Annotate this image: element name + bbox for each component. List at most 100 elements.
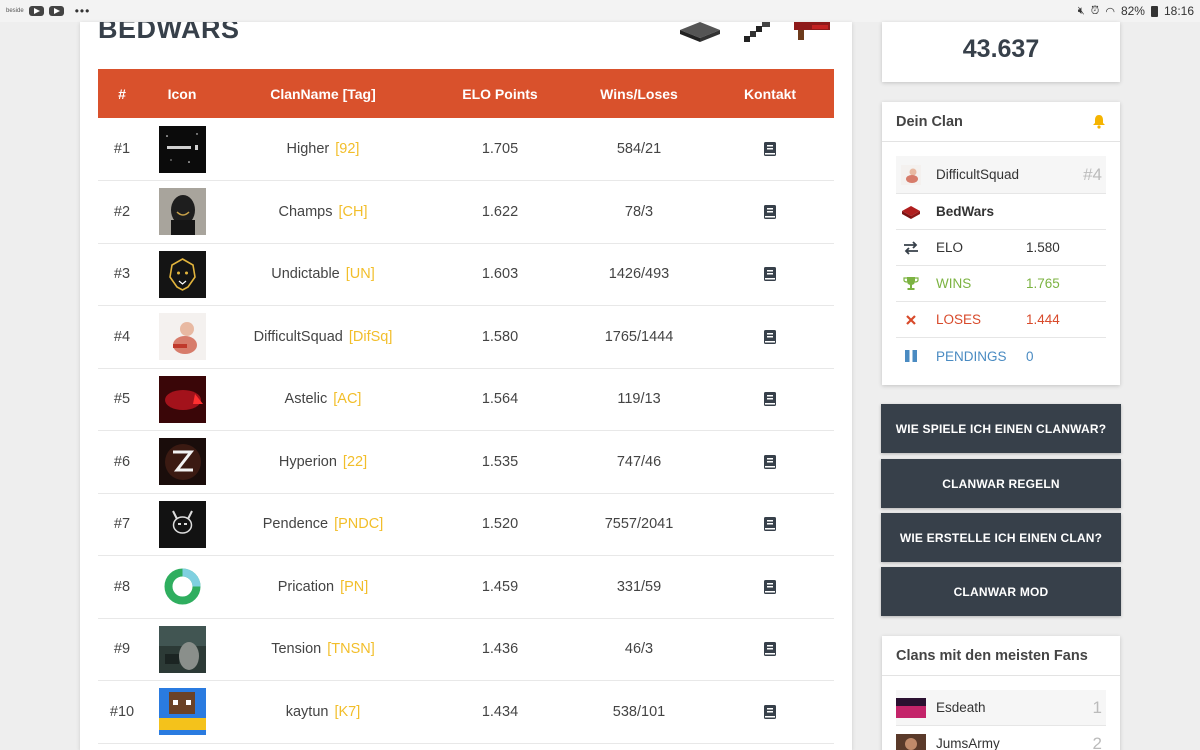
rank-cell: #4 <box>98 305 146 369</box>
stat-value: 0 <box>1026 348 1034 364</box>
clock: 18:16 <box>1163 4 1194 18</box>
col-wins-loses: Wins/Loses <box>600 85 678 102</box>
clan-name[interactable]: Undictable <box>271 266 340 283</box>
wins-loses-cell: 331/59 <box>572 555 706 619</box>
clan-name[interactable]: kaytun <box>285 703 329 720</box>
icon-cell <box>146 243 218 306</box>
stat-value: 1.444 <box>1026 312 1060 327</box>
my-clan-rank: #4 <box>1083 164 1102 184</box>
how-to-play-clanwar-button[interactable]: WIE SPIELE ICH EINEN CLANWAR? <box>881 404 1121 453</box>
elo-cell: 1.580 <box>428 305 572 369</box>
rank-cell: #7 <box>98 493 146 556</box>
book-icon[interactable] <box>763 267 777 282</box>
book-icon[interactable] <box>763 204 777 219</box>
my-clan-name[interactable]: DifficultSquad <box>936 167 1020 182</box>
how-to-create-clan-button[interactable]: WIE ERSTELLE ICH EINEN CLAN? <box>881 513 1121 562</box>
clan-name[interactable]: Higher <box>286 141 330 157</box>
col-icon: Icon <box>167 85 197 102</box>
contact-cell[interactable] <box>706 368 834 431</box>
contact-cell[interactable] <box>706 243 834 306</box>
alarm-icon: ⏰︎ <box>1090 4 1100 17</box>
wins-loses-cell: 747/46 <box>572 430 706 494</box>
my-clan-name-row[interactable]: DifficultSquad #4 <box>896 156 1106 194</box>
contact-cell[interactable] <box>706 305 834 369</box>
clan-name[interactable]: Tension <box>271 641 322 658</box>
book-icon[interactable] <box>763 517 777 532</box>
swap-arrows-icon <box>904 240 918 255</box>
book-icon[interactable] <box>763 579 777 594</box>
contact-cell[interactable] <box>706 618 834 681</box>
clan-name-cell[interactable]: Hyperion [22] <box>218 430 428 494</box>
stat-row-elo: ELO 1.580 <box>896 230 1106 266</box>
clan-name-cell[interactable]: kaytun [K7] <box>218 680 428 744</box>
rank-cell: #1 <box>98 118 146 181</box>
clan-name-cell[interactable]: Tension [TNSN] <box>218 618 428 681</box>
list-item[interactable]: JumsArmy 2 <box>896 726 1106 750</box>
book-icon[interactable] <box>763 142 777 157</box>
col-contact: Kontakt <box>743 85 797 102</box>
col-clan-name: ClanName [Tag] <box>270 85 376 102</box>
table-row[interactable]: #7 Pendence [PNDC] 1.520 7557/2041 <box>98 493 834 556</box>
clan-name[interactable]: Pendence <box>262 516 329 533</box>
table-row[interactable]: #9 Tension [TNSN] 1.436 46/3 <box>98 618 834 681</box>
contact-cell[interactable] <box>706 430 834 494</box>
fan-clan-name[interactable]: JumsArmy <box>936 736 1000 750</box>
wins-loses-cell: 584/21 <box>572 118 706 181</box>
table-row[interactable]: #10 kaytun [K7] 1.434 538/101 <box>98 680 834 744</box>
contact-cell[interactable] <box>706 680 834 744</box>
book-icon[interactable] <box>763 454 777 469</box>
clanwar-rules-button[interactable]: CLANWAR REGELN <box>881 459 1121 508</box>
contact-cell[interactable] <box>706 493 834 556</box>
contact-cell[interactable] <box>706 555 834 619</box>
contact-cell[interactable] <box>706 118 834 181</box>
clan-tag: [AC] <box>333 391 362 408</box>
clan-name-cell[interactable]: DifficultSquad [DifSq] <box>218 305 428 369</box>
stat-label: PENDINGS <box>936 348 1007 364</box>
more-notifications-icon: ••• <box>74 4 91 18</box>
status-app-label: beside <box>6 8 24 14</box>
wins-loses-cell: 538/101 <box>572 680 706 744</box>
close-x-icon <box>906 314 916 325</box>
clan-tag: [TNSN] <box>327 641 375 658</box>
book-icon[interactable] <box>763 704 777 719</box>
clan-name[interactable]: DifficultSquad <box>253 328 343 345</box>
clan-name-cell[interactable]: Prication [PN] <box>218 555 428 619</box>
my-clan-mode-row: BedWars <box>896 194 1106 230</box>
most-fans-card: Clans mit den meisten Fans Esdeath 1 Jum… <box>882 636 1120 750</box>
icon-cell <box>146 430 218 494</box>
clanwar-mod-button[interactable]: CLANWAR MOD <box>881 567 1121 616</box>
list-item[interactable]: Esdeath 1 <box>896 690 1106 726</box>
clan-name-cell[interactable]: Undictable [UN] <box>218 243 428 306</box>
lion-icon <box>158 250 206 298</box>
jumsarmy-clan-icon <box>896 733 926 750</box>
clan-name[interactable]: Hyperion <box>278 453 337 470</box>
book-icon[interactable] <box>763 329 777 344</box>
bell-icon[interactable] <box>1092 114 1106 129</box>
fan-clan-name[interactable]: Esdeath <box>936 700 986 715</box>
table-row[interactable]: #3 Undictable [UN] 1.603 1426/493 <box>98 243 834 306</box>
clan-name-cell[interactable]: Pendence [PNDC] <box>218 493 428 556</box>
clan-name-cell[interactable]: Champs [CH] <box>218 180 428 244</box>
clan-name-cell[interactable]: Higher [92] <box>218 118 428 181</box>
table-row[interactable]: #1 Higher [92] 1.705 584/21 <box>98 118 834 181</box>
book-icon[interactable] <box>763 392 777 407</box>
table-row[interactable]: #6 Hyperion [22] 1.535 747/46 <box>98 430 834 494</box>
contact-cell[interactable] <box>706 180 834 244</box>
elo-cell: 1.564 <box>428 368 572 431</box>
pendence-clan-icon <box>158 500 206 548</box>
wifi-icon: ◠ <box>1105 5 1115 18</box>
clan-name[interactable]: Prication <box>277 578 335 595</box>
table-row[interactable]: #4 DifficultSquad [DifSq] 1.580 1765/1444 <box>98 305 834 369</box>
table-row[interactable]: #8 Prication [PN] 1.459 331/59 <box>98 555 834 619</box>
table-row[interactable]: #5 Astelic [AC] 1.564 119/13 <box>98 368 834 431</box>
col-rank: # <box>118 85 126 102</box>
table-row[interactable]: #2 Champs [CH] 1.622 78/3 <box>98 180 834 244</box>
clan-name-cell[interactable]: Astelic [AC] <box>218 368 428 431</box>
clan-name[interactable]: Champs <box>278 203 333 220</box>
clan-name[interactable]: Astelic <box>284 391 328 408</box>
youtube-icon <box>28 6 44 16</box>
elo-cell: 1.434 <box>428 680 572 744</box>
my-clan-mode: BedWars <box>936 204 995 219</box>
rank-cell: #10 <box>98 680 146 744</box>
book-icon[interactable] <box>763 642 777 657</box>
